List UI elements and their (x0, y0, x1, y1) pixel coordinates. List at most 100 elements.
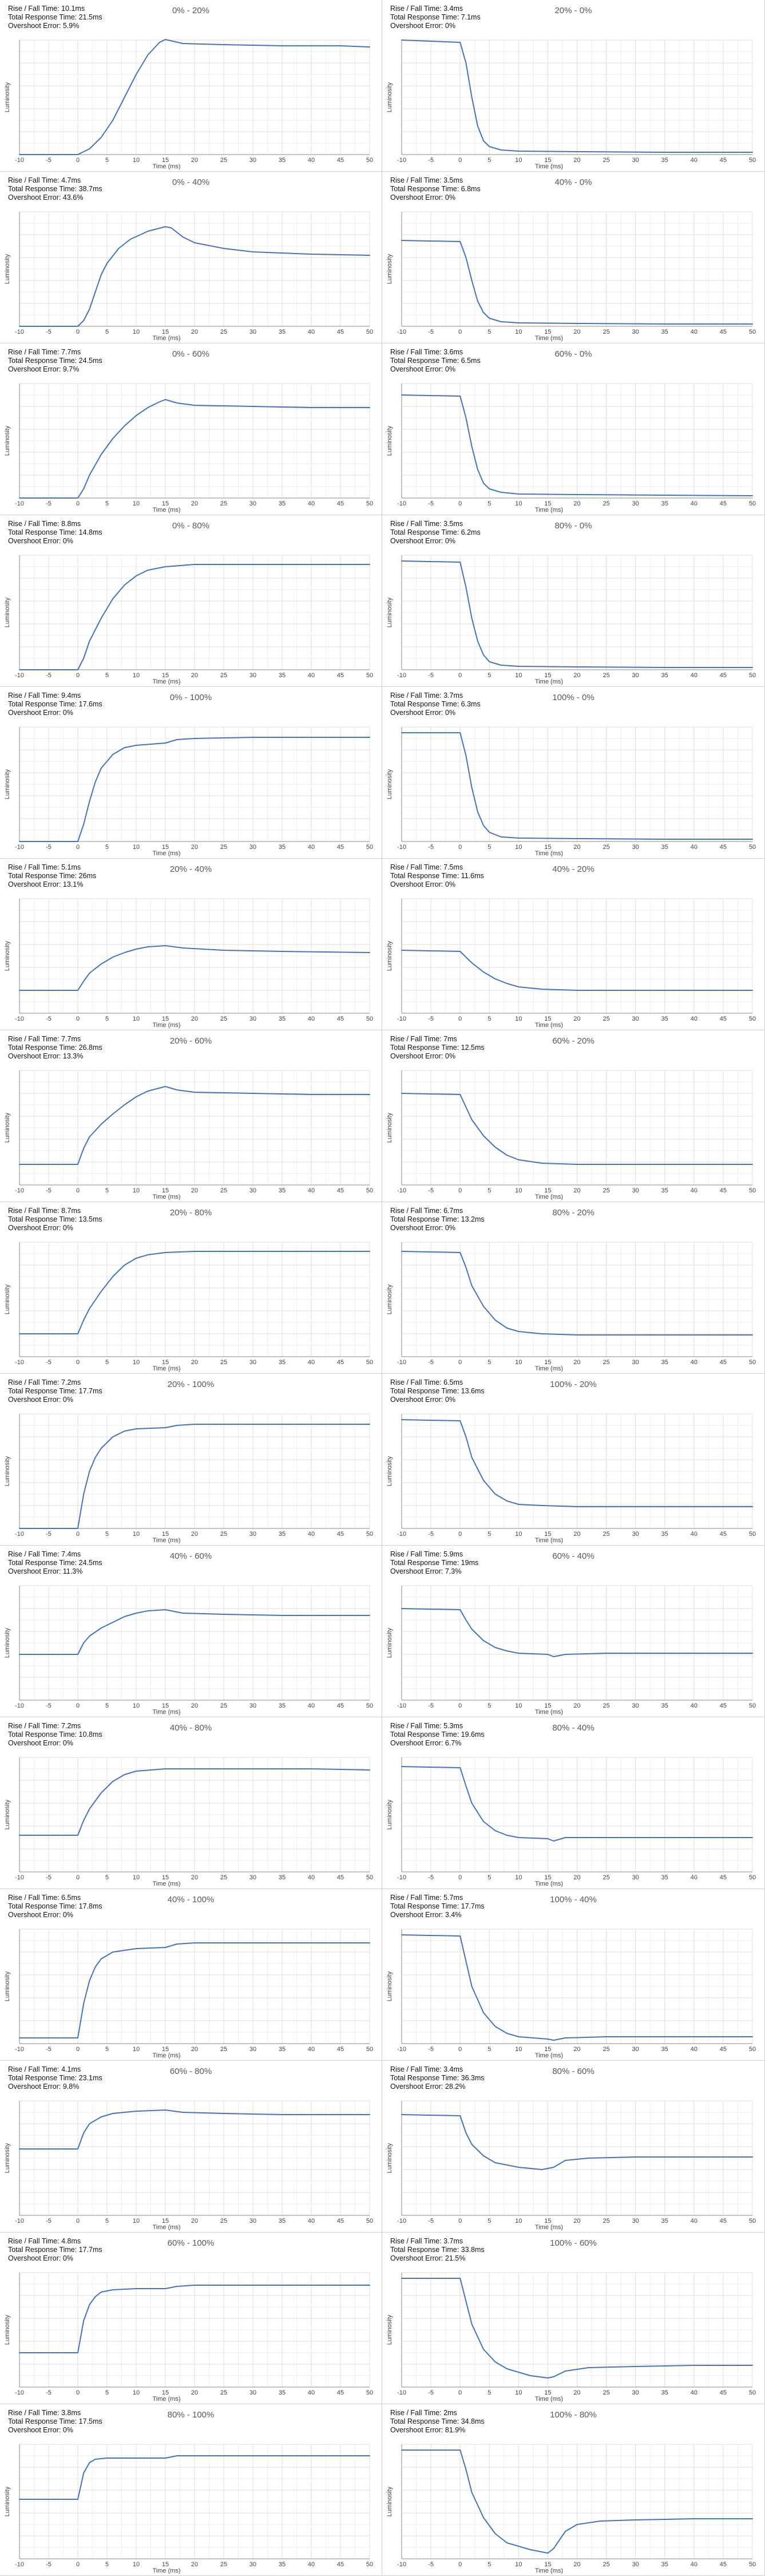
x-tick-label: 35 (279, 672, 286, 679)
plot-area: -10 -5 0 5 10 15 20 25 30 35 40 45 50 Time (ms) Lumino… (4, 1242, 373, 1372)
plot-area: -10 -5 0 5 10 15 20 25 30 35 40 45 50 Time (ms) Lumino… (4, 383, 373, 513)
x-tick-label: -5 (428, 157, 434, 164)
x-tick-label: 35 (661, 500, 668, 507)
x-tick-label: 15 (162, 2561, 169, 2568)
x-tick-label: 40 (691, 329, 697, 335)
stats-block: Rise / Fall Time: 7ms Total Response Time… (390, 1035, 485, 1061)
x-tick-label: 15 (544, 2561, 551, 2568)
stat-rise-fall: Rise / Fall Time: 3.7ms (390, 2237, 463, 2245)
x-tick-label: 40 (308, 2218, 315, 2225)
stat-total: Total Response Time: 34.8ms (390, 2417, 485, 2425)
x-tick-label: 10 (133, 2561, 140, 2568)
plot-area: -10 -5 0 5 10 15 20 25 30 35 40 45 50 Time (ms) Lumino… (4, 39, 373, 170)
x-tick-label: 10 (133, 1187, 140, 1194)
x-tick-label: 25 (603, 672, 609, 679)
x-tick-label: 5 (487, 1531, 491, 1538)
series-line (19, 1086, 370, 1165)
x-tick-label: 25 (220, 2389, 227, 2396)
x-tick-label: 45 (720, 2218, 727, 2225)
stat-rise-fall: Rise / Fall Time: 6.5ms (390, 1378, 463, 1386)
y-axis-label: Luminosity (386, 82, 393, 112)
x-tick-label: -10 (15, 844, 24, 851)
stat-overshoot: Overshoot Error: 0% (8, 709, 73, 717)
series-line (19, 226, 370, 327)
x-tick-label: 40 (308, 2046, 315, 2053)
x-tick-label: 45 (720, 672, 727, 679)
x-tick-label: 20 (191, 1531, 198, 1538)
plot-area: -10 -5 0 5 10 15 20 25 30 35 40 45 50 Time (ms) Lumino… (4, 2272, 373, 2403)
x-tick-label: 15 (544, 2046, 551, 2053)
x-tick-label: 15 (162, 2218, 169, 2225)
x-tick-label: 30 (632, 844, 639, 851)
x-tick-label: 50 (366, 1874, 373, 1881)
x-tick-label: 45 (720, 844, 727, 851)
x-tick-label: 10 (133, 672, 140, 679)
chart-title: 0% - 80% (172, 521, 210, 531)
x-tick-label: 30 (632, 2218, 639, 2225)
x-tick-label: 0 (76, 1187, 80, 1194)
plot-area: -10 -5 0 5 10 15 20 25 30 35 40 45 50 Time (ms) Lumino… (386, 1413, 756, 1544)
plot-area: -10 -5 0 5 10 15 20 25 30 35 40 45 50 Time (ms) Lumino… (386, 2444, 756, 2574)
plot-area: -10 -5 0 5 10 15 20 25 30 35 40 45 50 Time (ms) Lumino… (4, 2444, 373, 2574)
x-axis-label: Time (ms) (152, 507, 180, 513)
stat-overshoot: Overshoot Error: 0% (8, 1911, 73, 1919)
x-tick-label: -5 (46, 672, 51, 679)
stat-overshoot: Overshoot Error: 0% (8, 1224, 73, 1232)
x-tick-label: 0 (76, 329, 80, 335)
y-axis-label: Luminosity (4, 1971, 11, 2001)
stats-block: Rise / Fall Time: 3.4ms Total Response Ti… (390, 2065, 485, 2091)
x-tick-label: 25 (603, 500, 609, 507)
x-tick-label: 15 (544, 1531, 551, 1538)
stats-block: Rise / Fall Time: 8.7ms Total Response Ti… (8, 1207, 102, 1232)
x-tick-label: 25 (220, 1016, 227, 1022)
x-tick-label: 30 (249, 844, 256, 851)
x-tick-label: 25 (603, 2389, 609, 2396)
series-line (19, 39, 370, 155)
x-tick-label: 45 (720, 329, 727, 335)
series-line (401, 1766, 753, 1842)
x-tick-label: 5 (105, 1016, 109, 1022)
stat-total: Total Response Time: 19ms (390, 1559, 479, 1567)
x-tick-label: -5 (428, 1359, 434, 1366)
x-tick-label: 50 (366, 2046, 373, 2053)
x-tick-label: 50 (366, 329, 373, 335)
stats-block: Rise / Fall Time: 7.7ms Total Response Ti… (8, 348, 102, 374)
x-tick-label: 0 (458, 844, 462, 851)
x-tick-label: 50 (749, 2046, 756, 2053)
x-axis-label: Time (ms) (152, 1365, 180, 1372)
stats-block: Rise / Fall Time: 5.7ms Total Response Ti… (390, 1894, 485, 1919)
x-tick-label: 50 (366, 1016, 373, 1022)
x-tick-label: 45 (337, 157, 344, 164)
x-tick-label: 20 (191, 2046, 198, 2053)
x-tick-label: 30 (249, 500, 256, 507)
x-tick-label: 5 (487, 2218, 491, 2225)
x-tick-label: -5 (46, 2389, 51, 2396)
stat-total: Total Response Time: 36.3ms (390, 2074, 485, 2082)
x-tick-label: 0 (458, 2389, 462, 2396)
x-tick-label: 35 (661, 157, 668, 164)
x-tick-label: 15 (162, 1702, 169, 1709)
x-tick-label: 35 (661, 1187, 668, 1194)
x-tick-label: -5 (428, 2561, 434, 2568)
chart-panel: Rise / Fall Time: 7.5ms Total Response Ti… (382, 859, 765, 1030)
x-tick-label: 20 (191, 2218, 198, 2225)
x-tick-label: 20 (573, 2389, 580, 2396)
x-tick-label: 15 (162, 1874, 169, 1881)
chart-panel: Rise / Fall Time: 7.4ms Total Response Ti… (0, 1546, 382, 1717)
x-tick-label: 35 (661, 1874, 668, 1881)
plot-area: -10 -5 0 5 10 15 20 25 30 35 40 45 50 Time (ms) Lumino… (386, 555, 756, 685)
chart-panel: Rise / Fall Time: 7.2ms Total Response Ti… (0, 1374, 382, 1546)
x-tick-label: -5 (428, 844, 434, 851)
stats-block: Rise / Fall Time: 3.6ms Total Response Ti… (390, 348, 481, 374)
plot-area: -10 -5 0 5 10 15 20 25 30 35 40 45 50 Time (ms) Lumino… (386, 2272, 756, 2403)
x-tick-label: 45 (720, 1702, 727, 1709)
chart-panel: Rise / Fall Time: 7.7ms Total Response Ti… (0, 1030, 382, 1202)
x-tick-label: 0 (76, 157, 80, 164)
x-tick-label: 40 (308, 1702, 315, 1709)
x-tick-label: 25 (220, 329, 227, 335)
x-tick-label: 0 (76, 2218, 80, 2225)
x-tick-label: 50 (749, 1187, 756, 1194)
x-axis-label: Time (ms) (535, 1537, 563, 1544)
chart-panel: Rise / Fall Time: 3.7ms Total Response Ti… (382, 687, 765, 859)
stat-total: Total Response Time: 6.8ms (390, 185, 481, 193)
